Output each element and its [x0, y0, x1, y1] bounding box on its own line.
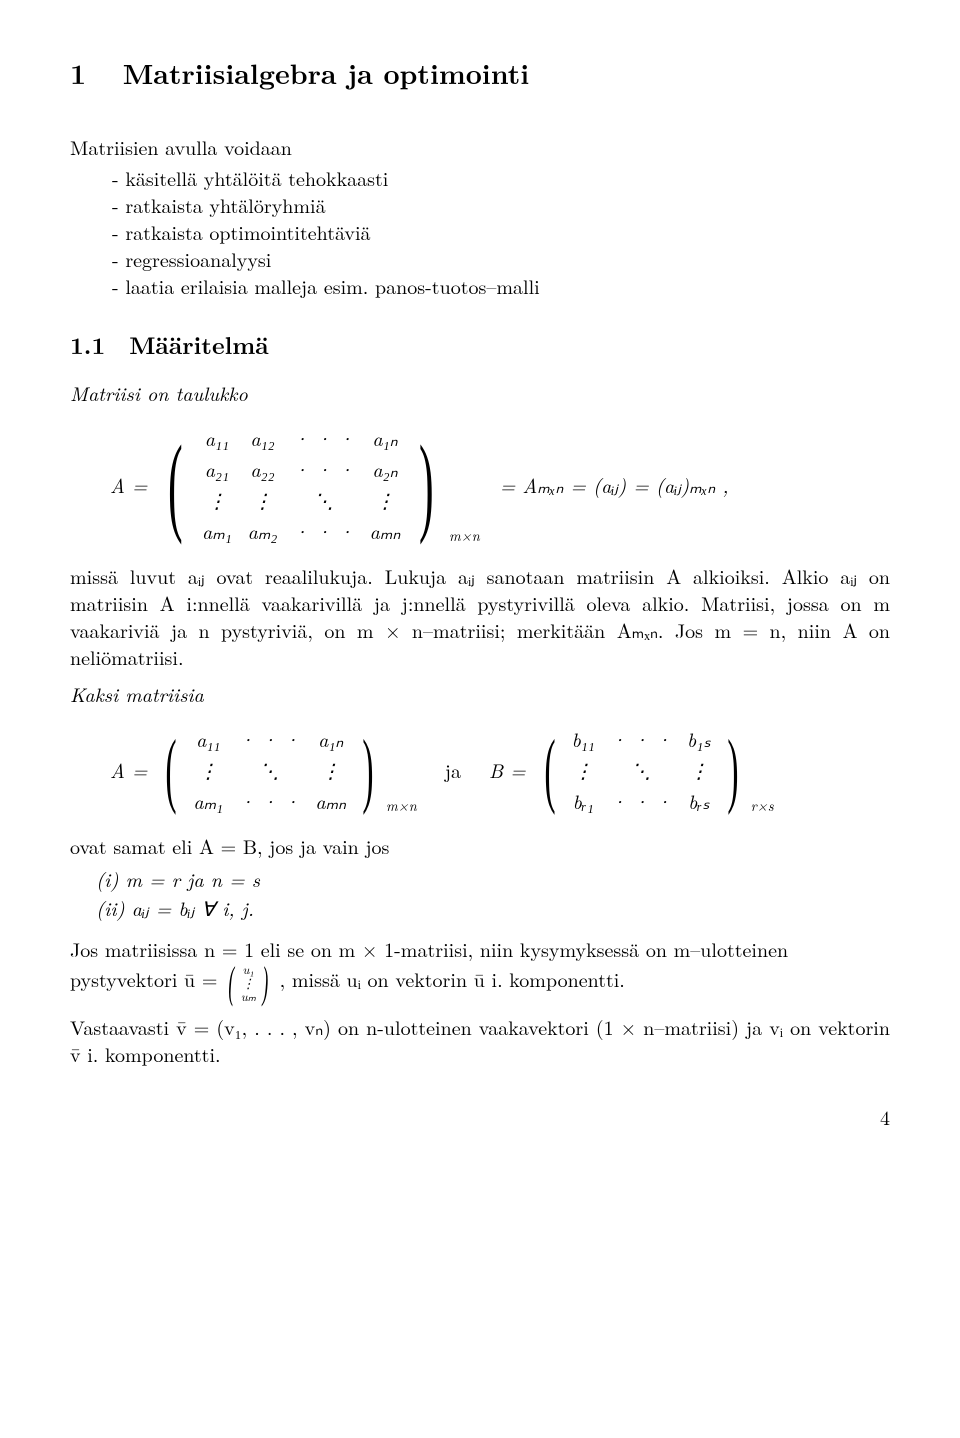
- matrix-A-subscript: m×n: [386, 797, 417, 816]
- paren-right-icon: ): [727, 723, 738, 816]
- definition-lead: Matriisi on taulukko: [70, 379, 890, 406]
- paren-right-icon: ): [419, 422, 434, 546]
- colvec-entry: uₘ: [241, 989, 256, 1003]
- section-number: 1: [70, 55, 112, 93]
- samat-text: ovat samat eli A = B, jos ja vain jos: [70, 831, 389, 860]
- list-item: ratkaista yhtälöryhmiä: [112, 191, 890, 218]
- matrix-body: b₁₁· · ·b₁ₛ ⋮⋱⋮ bᵣ₁· · ·bᵣₛ: [564, 723, 719, 816]
- subsection-heading: 1.1 Määritelmä: [70, 329, 890, 361]
- matrix-body: a₁₁a₁₂· · ·a₁ₙ a₂₁a₂₂· · ·a₂ₙ ⋮⋮⋱⋮ aₘ₁aₘ…: [194, 422, 408, 546]
- subsection-number: 1.1: [70, 329, 120, 361]
- kaksi-matriisia-lead: Kaksi matriisia: [70, 680, 890, 707]
- matrix-B-subscript: r×s: [751, 797, 774, 816]
- colvec-body: u₁ ⋮ uₘ: [239, 962, 258, 1003]
- ja-connector: ja: [445, 756, 461, 783]
- section-heading: 1 Matriisialgebra ja optimointi: [70, 55, 890, 93]
- paren-left-icon: (: [228, 963, 234, 1003]
- definition-lead-text: Matriisi on taulukko: [70, 378, 248, 407]
- intro-list: käsitellä yhtälöitä tehokkaasti ratkaist…: [70, 164, 890, 299]
- condition-ii: (ii) aᵢⱼ = bᵢⱼ ∀ i, j.: [96, 894, 890, 921]
- eq-rhs: = Aₘₓₙ = (aᵢⱼ) = (aᵢⱼ)ₘₓₙ ,: [500, 471, 729, 498]
- matrix-body: a₁₁· · ·a₁ₙ ⋮⋱⋮ aₘ₁· · ·aₘₙ: [185, 723, 354, 816]
- paren-right-icon: ): [262, 963, 268, 1003]
- colvec-post: , missä uᵢ on vektorin ū i. komponentti.: [280, 964, 625, 993]
- eq-lhs: A =: [110, 471, 147, 498]
- list-item: laatia erilaisia malleja esim. panos-tuo…: [112, 272, 890, 299]
- list-item: käsitellä yhtälöitä tehokkaasti: [112, 164, 890, 191]
- matrix-A: ( a₁₁· · ·a₁ₙ ⋮⋱⋮ aₘ₁· · ·aₘₙ ): [157, 723, 382, 816]
- condition-i: (i) m = r ja n = s: [96, 865, 890, 892]
- colvec-line2: pystyvektori ū = ( u₁ ⋮ uₘ ) , missä uᵢ …: [70, 964, 625, 993]
- matrix-definition-equation: A = ( a₁₁a₁₂· · ·a₁ₙ a₂₁a₂₂· · ·a₂ₙ ⋮⋮⋱⋮…: [110, 422, 890, 546]
- paren-right-icon: ): [362, 723, 373, 816]
- list-item: ratkaista optimointitehtäviä: [112, 218, 890, 245]
- subsection-title: Määritelmä: [129, 328, 269, 362]
- paren-left-icon: (: [168, 422, 183, 546]
- row-vector-paragraph: Vastaavasti v̄ = (v₁, . . . , vₙ) on n-u…: [70, 1013, 890, 1067]
- samat-lead: ovat samat eli A = B, jos ja vain jos: [70, 832, 890, 859]
- equality-conditions: (i) m = r ja n = s (ii) aᵢⱼ = bᵢⱼ ∀ i, j…: [96, 865, 890, 921]
- paren-left-icon: (: [544, 723, 555, 816]
- matrix-A-main: ( a₁₁a₁₂· · ·a₁ₙ a₂₁a₂₂· · ·a₂ₙ ⋮⋮⋱⋮ aₘ₁…: [157, 422, 445, 546]
- matrix-B: ( b₁₁· · ·b₁ₛ ⋮⋱⋮ bᵣ₁· · ·bᵣₛ ): [536, 723, 747, 816]
- matrix-size-subscript: m×n: [449, 527, 480, 546]
- matrix-B-lhs: B =: [489, 756, 526, 783]
- paragraph-alkiot-text: missä luvut aᵢⱼ ovat reaalilukuja. Lukuj…: [70, 561, 890, 671]
- inline-column-vector: ( u₁ ⋮ uₘ ): [224, 962, 272, 1003]
- column-vector-paragraph: Jos matriisissa n = 1 eli se on m × 1-ma…: [70, 935, 890, 1003]
- list-item: regressioanalyysi: [112, 245, 890, 272]
- intro-lead: Matriisien avulla voidaan: [70, 133, 890, 160]
- paragraph-alkiot: missä luvut aᵢⱼ ovat reaalilukuja. Lukuj…: [70, 562, 890, 670]
- colvec-line1: Jos matriisissa n = 1 eli se on m × 1-ma…: [70, 934, 788, 963]
- matrix-A-lhs: A =: [110, 756, 147, 783]
- two-matrices-equation: A = ( a₁₁· · ·a₁ₙ ⋮⋱⋮ aₘ₁· · ·aₘₙ ) m×n …: [110, 723, 890, 816]
- section-title: Matriisialgebra ja optimointi: [123, 53, 529, 93]
- page-number: 4: [70, 1103, 890, 1130]
- colvec-pre: pystyvektori ū =: [70, 964, 224, 993]
- paren-left-icon: (: [166, 723, 177, 816]
